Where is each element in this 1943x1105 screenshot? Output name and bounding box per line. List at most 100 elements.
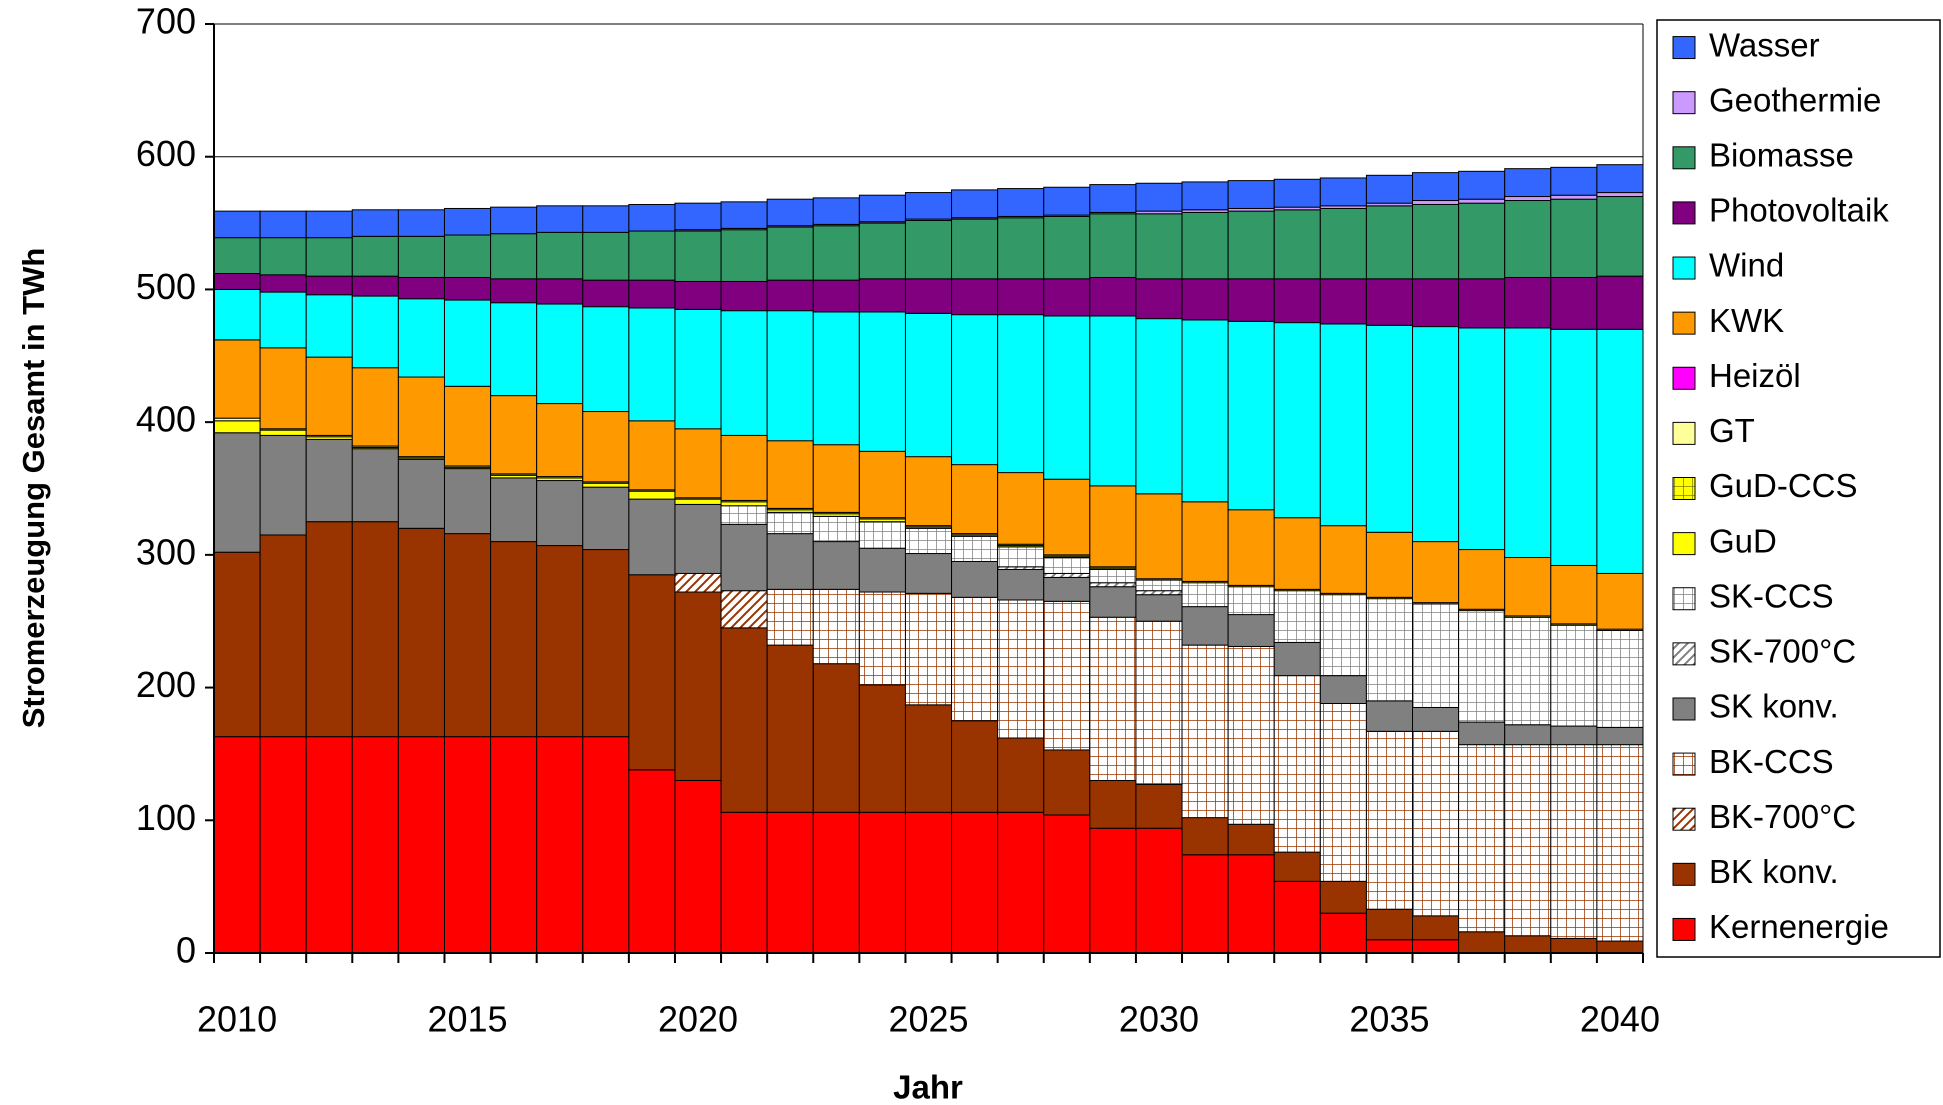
- bar-segment: [259, 237, 307, 276]
- bar-segment: [1273, 675, 1321, 853]
- bar-segment: [1319, 525, 1367, 594]
- bar-segment: [1550, 328, 1598, 566]
- bar-segment: [351, 295, 399, 369]
- bar-segment: [490, 541, 538, 738]
- bar-segment: [213, 339, 261, 419]
- bar-segment: [1412, 172, 1460, 202]
- legend-swatch: [1672, 752, 1696, 776]
- bar-segment: [1504, 200, 1552, 278]
- bar-segment: [720, 811, 768, 954]
- y-tick-label: 500: [136, 266, 196, 307]
- bar-segment: [1458, 170, 1506, 200]
- bar-segment: [1504, 744, 1552, 937]
- bar-segment: [351, 521, 399, 738]
- bar-segment: [1135, 318, 1183, 495]
- bar-segment: [1181, 181, 1229, 211]
- bar-segment: [628, 498, 676, 576]
- bar-segment: [490, 206, 538, 235]
- bar-segment: [1458, 198, 1506, 204]
- bar-segment: [858, 591, 906, 686]
- bar-segment: [1458, 278, 1506, 329]
- bar-segment: [1089, 213, 1137, 278]
- bar-segment: [305, 521, 353, 738]
- x-tick-label: 2010: [197, 999, 277, 1040]
- y-tick-label: 600: [136, 133, 196, 174]
- bar-segment: [674, 591, 722, 781]
- bar-segment: [351, 235, 399, 277]
- bar-segment: [582, 205, 630, 233]
- bar-segment: [1089, 779, 1137, 829]
- bar-segment: [628, 203, 676, 232]
- bar-segment: [997, 217, 1045, 280]
- x-tick-label: 2025: [888, 999, 968, 1040]
- legend-label: SK-CCS: [1709, 577, 1834, 614]
- legend-label: KWK: [1709, 302, 1784, 339]
- bar-segment: [582, 231, 630, 281]
- bar-segment: [1043, 814, 1091, 954]
- bar-segment: [351, 736, 399, 954]
- bar-segment: [213, 237, 261, 275]
- bar-segment: [1181, 278, 1229, 321]
- bar-segment: [490, 736, 538, 954]
- bar-segment: [443, 207, 492, 236]
- y-axis-title: Stromerzeugung Gesamt in TWh: [16, 248, 51, 729]
- legend-label: GT: [1709, 412, 1755, 449]
- bar-segment: [1227, 320, 1275, 511]
- bar-segment: [259, 210, 307, 239]
- bar-segment: [582, 486, 630, 551]
- bar-segment: [1319, 323, 1367, 527]
- legend-label: BK-700°C: [1709, 798, 1856, 835]
- legend-swatch: [1672, 421, 1696, 445]
- bar-segment: [1227, 614, 1275, 647]
- bar-segment: [720, 201, 768, 229]
- bar-segment: [858, 811, 906, 954]
- bar-segment: [674, 230, 722, 282]
- legend-label: Heizöl: [1709, 357, 1801, 394]
- legend-label: Wasser: [1709, 26, 1820, 63]
- x-axis-title: Jahr: [893, 1069, 963, 1105]
- bar-segment: [305, 356, 353, 436]
- bar-segment: [1504, 935, 1552, 954]
- bar-segment: [858, 194, 906, 223]
- bar-segment: [213, 288, 261, 341]
- legend-label: SK-700°C: [1709, 633, 1856, 670]
- bar-segment: [1458, 202, 1506, 280]
- bar-segment: [904, 811, 953, 954]
- bar-segment: [490, 302, 538, 397]
- bar-segment: [1365, 174, 1414, 204]
- bar-segment: [351, 275, 399, 297]
- bar-segment: [1135, 783, 1183, 829]
- bar-segment: [1181, 501, 1229, 582]
- bar-segment: [1043, 600, 1091, 751]
- bar-segment: [1181, 211, 1229, 280]
- legend-label: Wind: [1709, 247, 1784, 284]
- bar-segment: [397, 376, 445, 458]
- bar-segment: [812, 663, 860, 813]
- bar-segment: [536, 736, 584, 954]
- bar-segment: [536, 403, 584, 478]
- bar-segment: [490, 395, 538, 475]
- bar-segment: [812, 311, 860, 446]
- bar-segment: [1596, 275, 1644, 330]
- bar-segment: [1135, 590, 1183, 596]
- bar-segment: [1135, 493, 1183, 580]
- bar-segment: [1043, 749, 1091, 816]
- bar-segment: [1412, 706, 1460, 732]
- bar-segment: [1089, 827, 1137, 954]
- bar-segment: [1089, 315, 1137, 487]
- bar-segment: [351, 448, 399, 523]
- bar-segment: [674, 779, 722, 954]
- bar-segment: [1504, 616, 1552, 726]
- legend-label: Geothermie: [1709, 81, 1881, 118]
- bar-segment: [1181, 644, 1229, 819]
- bar-segment: [1550, 194, 1598, 200]
- bar-segment: [1596, 196, 1644, 277]
- bar-segment: [1550, 564, 1598, 625]
- bar-segment: [1043, 215, 1091, 280]
- bar-segment: [674, 498, 722, 505]
- bar-segment: [951, 218, 999, 280]
- bar-segment: [259, 736, 307, 954]
- bar-segment: [1135, 278, 1183, 320]
- y-tick-label: 400: [136, 399, 196, 440]
- bar-segment: [858, 450, 906, 519]
